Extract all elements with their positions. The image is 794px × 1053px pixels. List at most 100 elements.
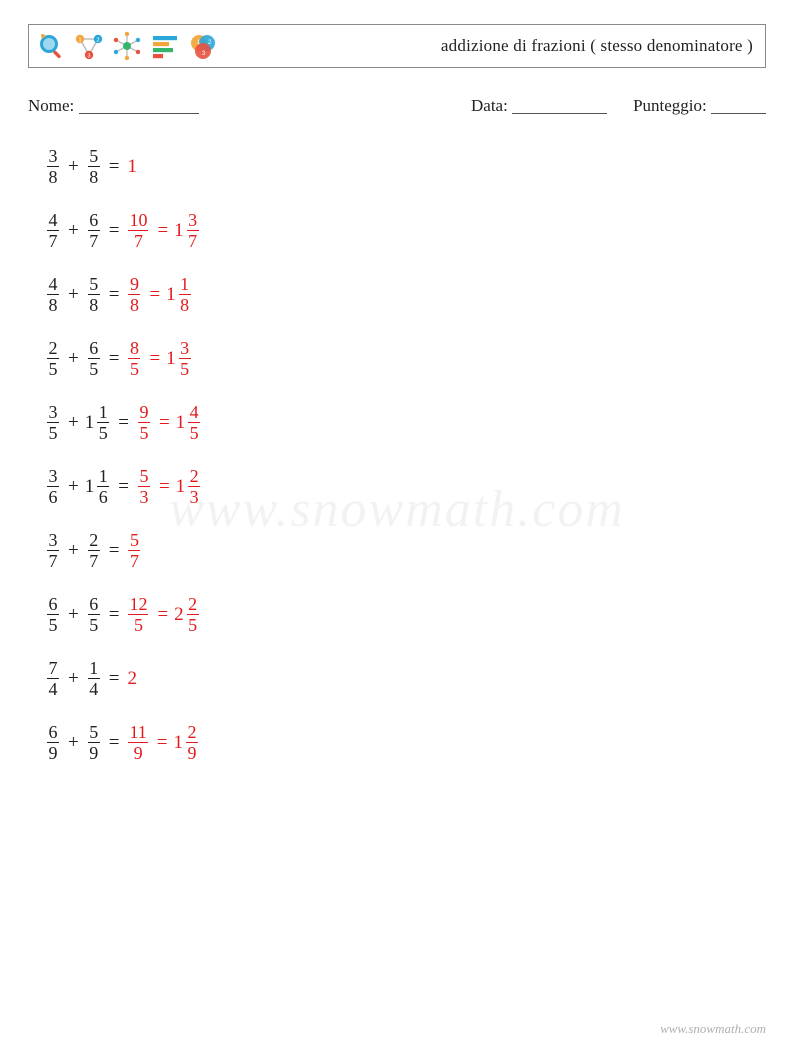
answer-mixed: 129 bbox=[174, 722, 202, 763]
plus-sign: + bbox=[62, 221, 85, 240]
equals-sign: = bbox=[103, 349, 126, 368]
operand: 74 bbox=[44, 658, 62, 699]
operand: 58 bbox=[85, 274, 103, 315]
operand: 65 bbox=[44, 594, 62, 635]
fraction: 15 bbox=[94, 402, 112, 443]
bars-icon bbox=[149, 30, 181, 62]
fraction: 95 bbox=[135, 402, 153, 443]
plus-sign: + bbox=[62, 349, 85, 368]
plus-sign: + bbox=[62, 733, 85, 752]
operand: 116 bbox=[85, 466, 113, 507]
fraction: 53 bbox=[135, 466, 153, 507]
header-box: 1 2 3 bbox=[28, 24, 766, 68]
fraction: 107 bbox=[125, 210, 151, 251]
fraction: 18 bbox=[176, 274, 194, 315]
fraction: 45 bbox=[185, 402, 203, 443]
answer-integer: 2 bbox=[125, 669, 137, 688]
fraction: 38 bbox=[44, 146, 62, 187]
plus-sign: + bbox=[62, 605, 85, 624]
equation-row: 74+14=2 bbox=[44, 658, 766, 699]
date-label: Data: bbox=[471, 96, 508, 115]
plus-sign: + bbox=[62, 285, 85, 304]
operand: 65 bbox=[85, 338, 103, 379]
operand: 65 bbox=[85, 594, 103, 635]
operand: 36 bbox=[44, 466, 62, 507]
equals-sign: = bbox=[151, 733, 174, 752]
equals-sign: = bbox=[103, 541, 126, 560]
operand: 48 bbox=[44, 274, 62, 315]
fraction: 65 bbox=[85, 338, 103, 379]
equals-sign: = bbox=[151, 605, 174, 624]
fraction: 98 bbox=[125, 274, 143, 315]
fraction: 69 bbox=[44, 722, 62, 763]
fraction: 58 bbox=[85, 274, 103, 315]
equals-sign: = bbox=[151, 221, 174, 240]
operand: 47 bbox=[44, 210, 62, 251]
operand: 58 bbox=[85, 146, 103, 187]
problems-list: 38+58=147+67=107=13748+58=98=11825+65=85… bbox=[28, 146, 766, 763]
whole-number: 1 bbox=[85, 477, 95, 496]
fraction: 36 bbox=[44, 466, 62, 507]
whole-number: 1 bbox=[166, 285, 176, 304]
fraction: 27 bbox=[85, 530, 103, 571]
operand: 115 bbox=[85, 402, 113, 443]
answer-mixed: 123 bbox=[176, 466, 204, 507]
equation-row: 38+58=1 bbox=[44, 146, 766, 187]
score-blank[interactable] bbox=[711, 97, 766, 114]
operand: 37 bbox=[44, 530, 62, 571]
fraction: 59 bbox=[85, 722, 103, 763]
equals-sign: = bbox=[143, 285, 166, 304]
whole-number: 1 bbox=[174, 733, 184, 752]
fraction: 23 bbox=[185, 466, 203, 507]
equals-sign: = bbox=[103, 669, 126, 688]
fraction: 125 bbox=[125, 594, 151, 635]
answer-mixed: 118 bbox=[166, 274, 194, 315]
operand: 59 bbox=[85, 722, 103, 763]
venn-icon: 1 2 3 bbox=[187, 30, 219, 62]
operand: 38 bbox=[44, 146, 62, 187]
fraction: 25 bbox=[184, 594, 202, 635]
answer-mixed: 135 bbox=[166, 338, 194, 379]
fraction: 48 bbox=[44, 274, 62, 315]
equals-sign: = bbox=[103, 733, 126, 752]
fraction: 35 bbox=[44, 402, 62, 443]
answer-mixed: 225 bbox=[174, 594, 202, 635]
equation-row: 65+65=125=225 bbox=[44, 594, 766, 635]
answer-mixed: 137 bbox=[174, 210, 202, 251]
footer-link: www.snowmath.com bbox=[660, 1021, 766, 1037]
fraction: 119 bbox=[125, 722, 150, 763]
equation-row: 47+67=107=137 bbox=[44, 210, 766, 251]
operand: 27 bbox=[85, 530, 103, 571]
whole-number: 1 bbox=[174, 221, 184, 240]
meta-row: Nome: Data: Punteggio: bbox=[28, 94, 766, 116]
plus-sign: + bbox=[62, 669, 85, 688]
fraction: 37 bbox=[44, 530, 62, 571]
svg-text:1: 1 bbox=[78, 38, 81, 44]
name-label: Nome: bbox=[28, 96, 74, 115]
answer-integer: 1 bbox=[125, 157, 137, 176]
operand: 25 bbox=[44, 338, 62, 379]
equals-sign: = bbox=[103, 285, 126, 304]
fraction: 14 bbox=[85, 658, 103, 699]
equals-sign: = bbox=[143, 349, 166, 368]
operand: 14 bbox=[85, 658, 103, 699]
name-blank[interactable] bbox=[79, 97, 199, 114]
equals-sign: = bbox=[103, 605, 126, 624]
fraction: 25 bbox=[44, 338, 62, 379]
fraction: 29 bbox=[183, 722, 201, 763]
network-icon: 1 2 3 bbox=[73, 30, 105, 62]
worksheet-title: addizione di frazioni ( stesso denominat… bbox=[441, 36, 753, 56]
fraction: 58 bbox=[85, 146, 103, 187]
operand: 67 bbox=[85, 210, 103, 251]
date-blank[interactable] bbox=[512, 97, 607, 114]
equals-sign: = bbox=[103, 221, 126, 240]
whole-number: 1 bbox=[176, 477, 186, 496]
plus-sign: + bbox=[62, 413, 85, 432]
whole-number: 1 bbox=[166, 349, 176, 368]
equals-sign: = bbox=[112, 413, 135, 432]
equals-sign: = bbox=[103, 157, 126, 176]
equation-row: 37+27=57 bbox=[44, 530, 766, 571]
equals-sign: = bbox=[153, 413, 176, 432]
fraction: 65 bbox=[44, 594, 62, 635]
answer-mixed: 145 bbox=[176, 402, 204, 443]
